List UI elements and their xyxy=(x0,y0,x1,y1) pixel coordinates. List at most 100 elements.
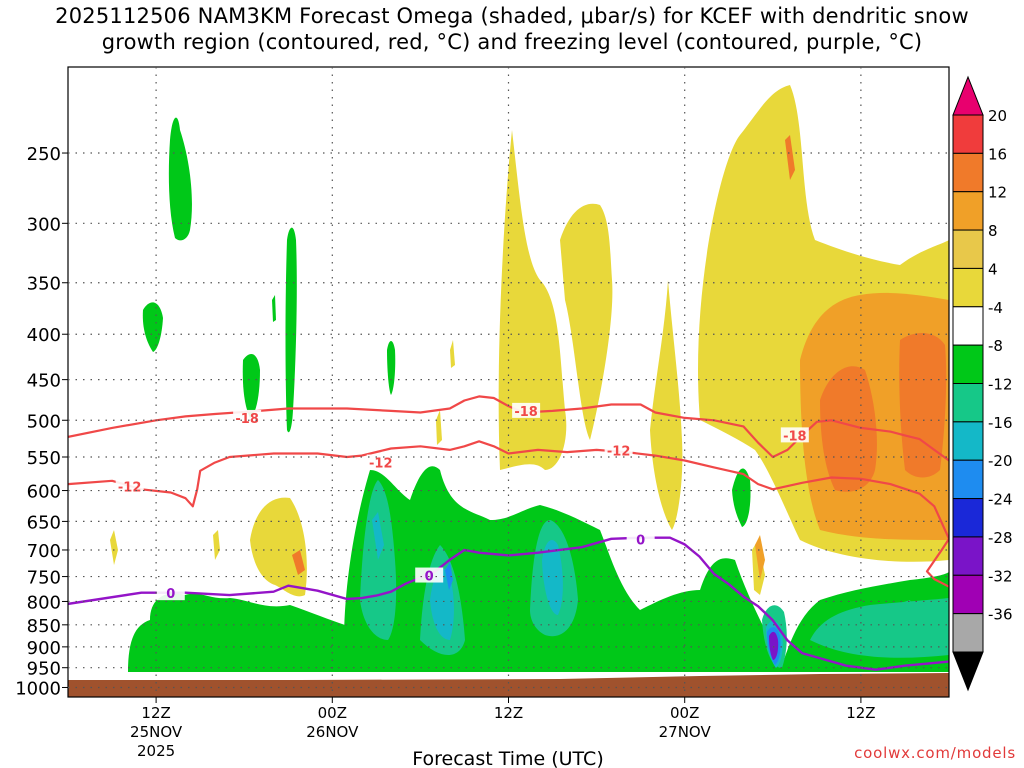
omega-region-orange-3 xyxy=(785,135,795,180)
colorbar-box-7 xyxy=(952,383,984,423)
colorbar-bottom-triangle xyxy=(952,651,984,692)
x-tick-label-4-1: 12Z xyxy=(846,704,875,722)
omega-region-yellow-left xyxy=(560,203,613,440)
colorbar: 20 16 12 8 4 -4 -8 -12 -16 -20 -24 -28 -32 -36 xyxy=(952,75,1013,692)
omega-region-yellow-tiny-1 xyxy=(110,530,118,565)
isotherm-minus18-label-3: -18 xyxy=(783,429,807,444)
y-tick-label-350: 350 xyxy=(27,274,61,295)
omega-region-orange-1 xyxy=(820,366,877,492)
colorbar-label-5: -4 xyxy=(988,299,1003,317)
omega-region-green-top-1 xyxy=(168,117,192,241)
freezing-level-label-2-bg xyxy=(415,567,444,583)
omega-region-green-top-5 xyxy=(387,341,396,395)
y-tick-label-800: 800 xyxy=(27,592,61,613)
x-tick-label-3-2: 27NOV xyxy=(659,723,712,741)
colorbar-label-13: -36 xyxy=(988,606,1013,624)
colorbar-box-6 xyxy=(952,344,984,384)
omega-region-green-top-7 xyxy=(732,468,751,527)
isotherm-minus18-line xyxy=(68,395,949,462)
y-tick-label-900: 900 xyxy=(27,638,61,659)
colorbar-label-8: -16 xyxy=(988,414,1013,432)
omega-region-yellow-right xyxy=(650,280,683,530)
y-tick-label-400: 400 xyxy=(27,325,61,346)
colorbar-label-4: 4 xyxy=(988,260,998,278)
y-tick-label-850: 850 xyxy=(27,616,61,637)
omega-region-cyan-3 xyxy=(372,512,384,560)
omega-region-purple-1 xyxy=(769,631,779,660)
freezing-level-label-3-bg xyxy=(626,531,655,547)
omega-region-gold-2 xyxy=(755,535,765,580)
x-tick-label-0-2: 25NOV xyxy=(130,723,183,741)
colorbar-box-11 xyxy=(952,536,984,576)
omega-region-yellow-low xyxy=(250,497,307,597)
y-tick-label-450: 450 xyxy=(27,371,61,392)
isotherm-minus18-label-3-bg xyxy=(780,427,809,443)
omega-region-yellow-tiny-2 xyxy=(213,530,220,560)
colorbar-top-triangle xyxy=(952,75,984,116)
omega-region-yellow-tiny-4 xyxy=(450,340,455,368)
freezing-level-label-1-bg xyxy=(156,585,185,601)
x-tick-label-2-1: 12Z xyxy=(494,704,523,722)
omega-region-green-top-4 xyxy=(285,227,297,433)
colorbar-label-6: -8 xyxy=(988,337,1003,355)
colorbar-box-2 xyxy=(952,191,984,231)
omega-region-yellow-tiny-3 xyxy=(436,410,442,445)
freezing-level-line xyxy=(68,536,949,671)
isotherm-minus12-label-3-bg xyxy=(604,442,633,458)
credit-link[interactable]: coolwx.com/models xyxy=(854,744,1016,762)
y-tick-label-300: 300 xyxy=(27,214,61,235)
colorbar-label-11: -28 xyxy=(988,529,1013,547)
colorbar-label-10: -24 xyxy=(988,491,1013,509)
y-tick-label-750: 750 xyxy=(27,568,61,589)
colorbar-label-9: -20 xyxy=(988,452,1013,470)
omega-region-green-top-2 xyxy=(142,302,163,352)
isotherm-minus12-label-1: -12 xyxy=(118,481,142,496)
y-tick-label-250: 250 xyxy=(27,144,61,165)
omega-region-orange-4 xyxy=(292,550,305,575)
isotherm-minus12-label-2: -12 xyxy=(369,457,393,472)
y-tick-label-500: 500 xyxy=(27,411,61,432)
terrain-surface xyxy=(68,673,949,697)
isotherm-minus12-label-2-bg xyxy=(366,454,395,470)
omega-region-green-top-6 xyxy=(272,295,276,322)
colorbar-box-0 xyxy=(952,114,984,154)
y-tick-label-600: 600 xyxy=(27,482,61,503)
isotherm-minus18-label-2-bg xyxy=(512,402,541,418)
omega-region-blue-1 xyxy=(445,562,453,590)
omega-region-cyan-1 xyxy=(430,568,454,640)
freezing-level-label-1: 0 xyxy=(166,587,175,602)
colorbar-box-10 xyxy=(952,498,984,538)
isotherm-minus12-label-1-bg xyxy=(115,478,144,494)
y-tick-label-700: 700 xyxy=(27,541,61,562)
colorbar-box-9 xyxy=(952,459,984,500)
x-tick-label-0-1: 12Z xyxy=(141,704,170,722)
colorbar-box-8 xyxy=(952,421,984,461)
colorbar-label-1: 16 xyxy=(988,145,1007,163)
isotherm-minus12-line xyxy=(68,440,949,588)
y-tick-label-1000: 1000 xyxy=(15,678,61,699)
colorbar-box-5 xyxy=(952,306,984,346)
x-tick-label-1-2: 26NOV xyxy=(306,723,359,741)
y-tick-label-550: 550 xyxy=(27,448,61,469)
omega-shading xyxy=(110,85,949,672)
y-tick-label-950: 950 xyxy=(27,659,61,680)
colorbar-label-3: 8 xyxy=(988,222,998,240)
x-axis-label: Forecast Time (UTC) xyxy=(412,748,603,768)
omega-region-green-lower-left xyxy=(128,593,345,672)
x-tick-label-0-3: 2025 xyxy=(137,742,175,760)
omega-region-teal-1 xyxy=(360,480,397,640)
omega-region-teal-6 xyxy=(895,600,915,620)
x-tick-label-1-1: 00Z xyxy=(318,704,347,722)
colorbar-box-1 xyxy=(952,152,984,193)
isotherm-minus18-label-2: -18 xyxy=(514,405,538,420)
y-tick-label-650: 650 xyxy=(27,512,61,533)
colorbar-box-13 xyxy=(952,613,984,653)
grid-lines xyxy=(68,67,949,697)
isotherm-minus18-label-1: -18 xyxy=(235,412,259,427)
colorbar-box-4 xyxy=(952,267,984,308)
x-tick-label-3-1: 00Z xyxy=(670,704,699,722)
omega-region-orange-2 xyxy=(899,333,947,478)
